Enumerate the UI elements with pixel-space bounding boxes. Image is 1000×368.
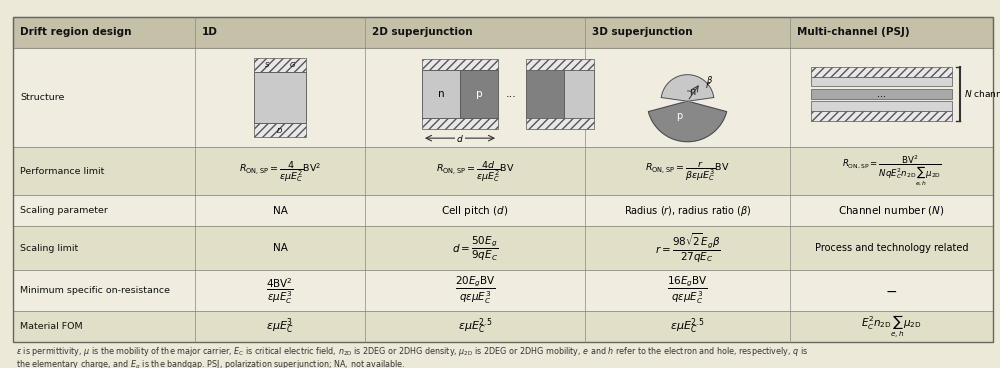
Bar xyxy=(422,59,498,70)
Text: $r = \dfrac{98\sqrt{2}E_g\beta}{27qE_C}$: $r = \dfrac{98\sqrt{2}E_g\beta}{27qE_C}$ xyxy=(655,232,720,265)
Text: $R_{\mathrm{ON,SP}} = \dfrac{4}{\varepsilon\mu E_C^2}\mathrm{BV}^2$: $R_{\mathrm{ON,SP}} = \dfrac{4}{\varepsi… xyxy=(239,159,321,184)
Bar xyxy=(526,59,594,70)
Text: $R_{\mathrm{ON,SP}} = \dfrac{\mathrm{BV}^2}{NqE_C^2 n_{\mathrm{2D}} \sum_{e,h}\m: $R_{\mathrm{ON,SP}} = \dfrac{\mathrm{BV}… xyxy=(842,154,941,188)
Text: Channel number ($N$): Channel number ($N$) xyxy=(838,204,945,217)
Text: 2D superjunction: 2D superjunction xyxy=(372,27,473,37)
Text: Multi-channel (PSJ): Multi-channel (PSJ) xyxy=(797,27,910,37)
Text: $\beta$: $\beta$ xyxy=(706,74,713,88)
Text: $\dfrac{20E_g\mathrm{BV}}{q\varepsilon\mu E_C^3}$: $\dfrac{20E_g\mathrm{BV}}{q\varepsilon\m… xyxy=(455,275,495,306)
Text: ...: ... xyxy=(506,89,516,99)
Bar xyxy=(13,311,993,342)
Text: Radius ($r$), radius ratio ($\beta$): Radius ($r$), radius ratio ($\beta$) xyxy=(624,204,751,218)
Text: NA: NA xyxy=(273,243,287,254)
Text: $\varepsilon\mu E_C^{2.5}$: $\varepsilon\mu E_C^{2.5}$ xyxy=(458,317,492,336)
Bar xyxy=(13,48,993,147)
Bar xyxy=(13,270,993,311)
Text: 1D: 1D xyxy=(202,27,218,37)
Text: p: p xyxy=(676,111,683,121)
Bar xyxy=(254,123,306,137)
Bar xyxy=(811,101,952,111)
Text: Scaling parameter: Scaling parameter xyxy=(20,206,108,215)
Text: the elementary charge, and $E_g$ is the bandgap. PSJ, polarization superjunction: the elementary charge, and $E_g$ is the … xyxy=(16,359,405,368)
Text: NA: NA xyxy=(273,206,287,216)
Bar xyxy=(422,118,498,129)
Text: n: n xyxy=(689,87,696,97)
Bar xyxy=(811,111,952,121)
Text: $S$: $S$ xyxy=(264,60,270,68)
Text: $N$ channels: $N$ channels xyxy=(964,88,1000,99)
Text: $\varepsilon$ is permittivity, $\mu$ is the mobility of the major carrier, $E_\m: $\varepsilon$ is permittivity, $\mu$ is … xyxy=(16,345,808,358)
Bar xyxy=(564,70,594,118)
Text: Scaling limit: Scaling limit xyxy=(20,244,78,253)
Bar xyxy=(811,89,952,99)
Text: ...: ... xyxy=(877,89,886,99)
Text: $d = \dfrac{50E_g}{9qE_C}$: $d = \dfrac{50E_g}{9qE_C}$ xyxy=(452,234,498,263)
Text: Drift region design: Drift region design xyxy=(20,27,132,37)
Text: $R_{\mathrm{ON,SP}} = \dfrac{r}{\beta\varepsilon\mu E_C^3}\mathrm{BV}$: $R_{\mathrm{ON,SP}} = \dfrac{r}{\beta\va… xyxy=(645,159,730,183)
Text: $\dfrac{4\mathrm{BV}^2}{\varepsilon\mu E_C^3}$: $\dfrac{4\mathrm{BV}^2}{\varepsilon\mu E… xyxy=(266,276,294,306)
Bar xyxy=(811,77,952,86)
Bar xyxy=(13,17,993,48)
Bar xyxy=(13,17,993,342)
Text: $\varepsilon\mu E_C^3$: $\varepsilon\mu E_C^3$ xyxy=(266,317,294,336)
Polygon shape xyxy=(648,101,727,142)
Text: $R_{\mathrm{ON,SP}} = \dfrac{4d}{\varepsilon\mu E_C^2}\mathrm{BV}$: $R_{\mathrm{ON,SP}} = \dfrac{4d}{\vareps… xyxy=(436,159,514,184)
Bar xyxy=(13,195,993,226)
Bar xyxy=(13,226,993,270)
Text: $\varepsilon\mu E_C^{2.5}$: $\varepsilon\mu E_C^{2.5}$ xyxy=(670,317,705,336)
Text: p: p xyxy=(476,89,482,99)
Bar xyxy=(460,70,498,118)
Polygon shape xyxy=(661,75,714,101)
Text: $E_C^2 n_{\mathrm{2D}} \sum_{e,h}\mu_{\mathrm{2D}}$: $E_C^2 n_{\mathrm{2D}} \sum_{e,h}\mu_{\m… xyxy=(861,313,922,340)
Bar xyxy=(254,58,306,72)
Bar xyxy=(422,70,460,118)
Bar xyxy=(526,118,594,129)
Bar xyxy=(13,147,993,195)
Bar xyxy=(811,67,952,77)
Text: Structure: Structure xyxy=(20,93,64,102)
Text: n: n xyxy=(438,89,444,99)
Text: 3D superjunction: 3D superjunction xyxy=(592,27,693,37)
Bar xyxy=(526,70,564,118)
Bar xyxy=(254,72,306,123)
Text: $\dfrac{16E_g\mathrm{BV}}{q\varepsilon\mu E_C^3}$: $\dfrac{16E_g\mathrm{BV}}{q\varepsilon\m… xyxy=(667,275,708,306)
Text: $r$: $r$ xyxy=(705,79,711,89)
Text: Performance limit: Performance limit xyxy=(20,167,104,176)
Text: Cell pitch ($d$): Cell pitch ($d$) xyxy=(441,204,509,218)
Text: Process and technology related: Process and technology related xyxy=(815,243,968,254)
Text: $d$: $d$ xyxy=(456,132,464,144)
Text: $D$: $D$ xyxy=(276,127,284,135)
Text: Minimum specific on-resistance: Minimum specific on-resistance xyxy=(20,286,170,295)
Text: $-$: $-$ xyxy=(885,284,898,298)
Text: $G$: $G$ xyxy=(289,60,297,68)
Text: Material FOM: Material FOM xyxy=(20,322,83,331)
